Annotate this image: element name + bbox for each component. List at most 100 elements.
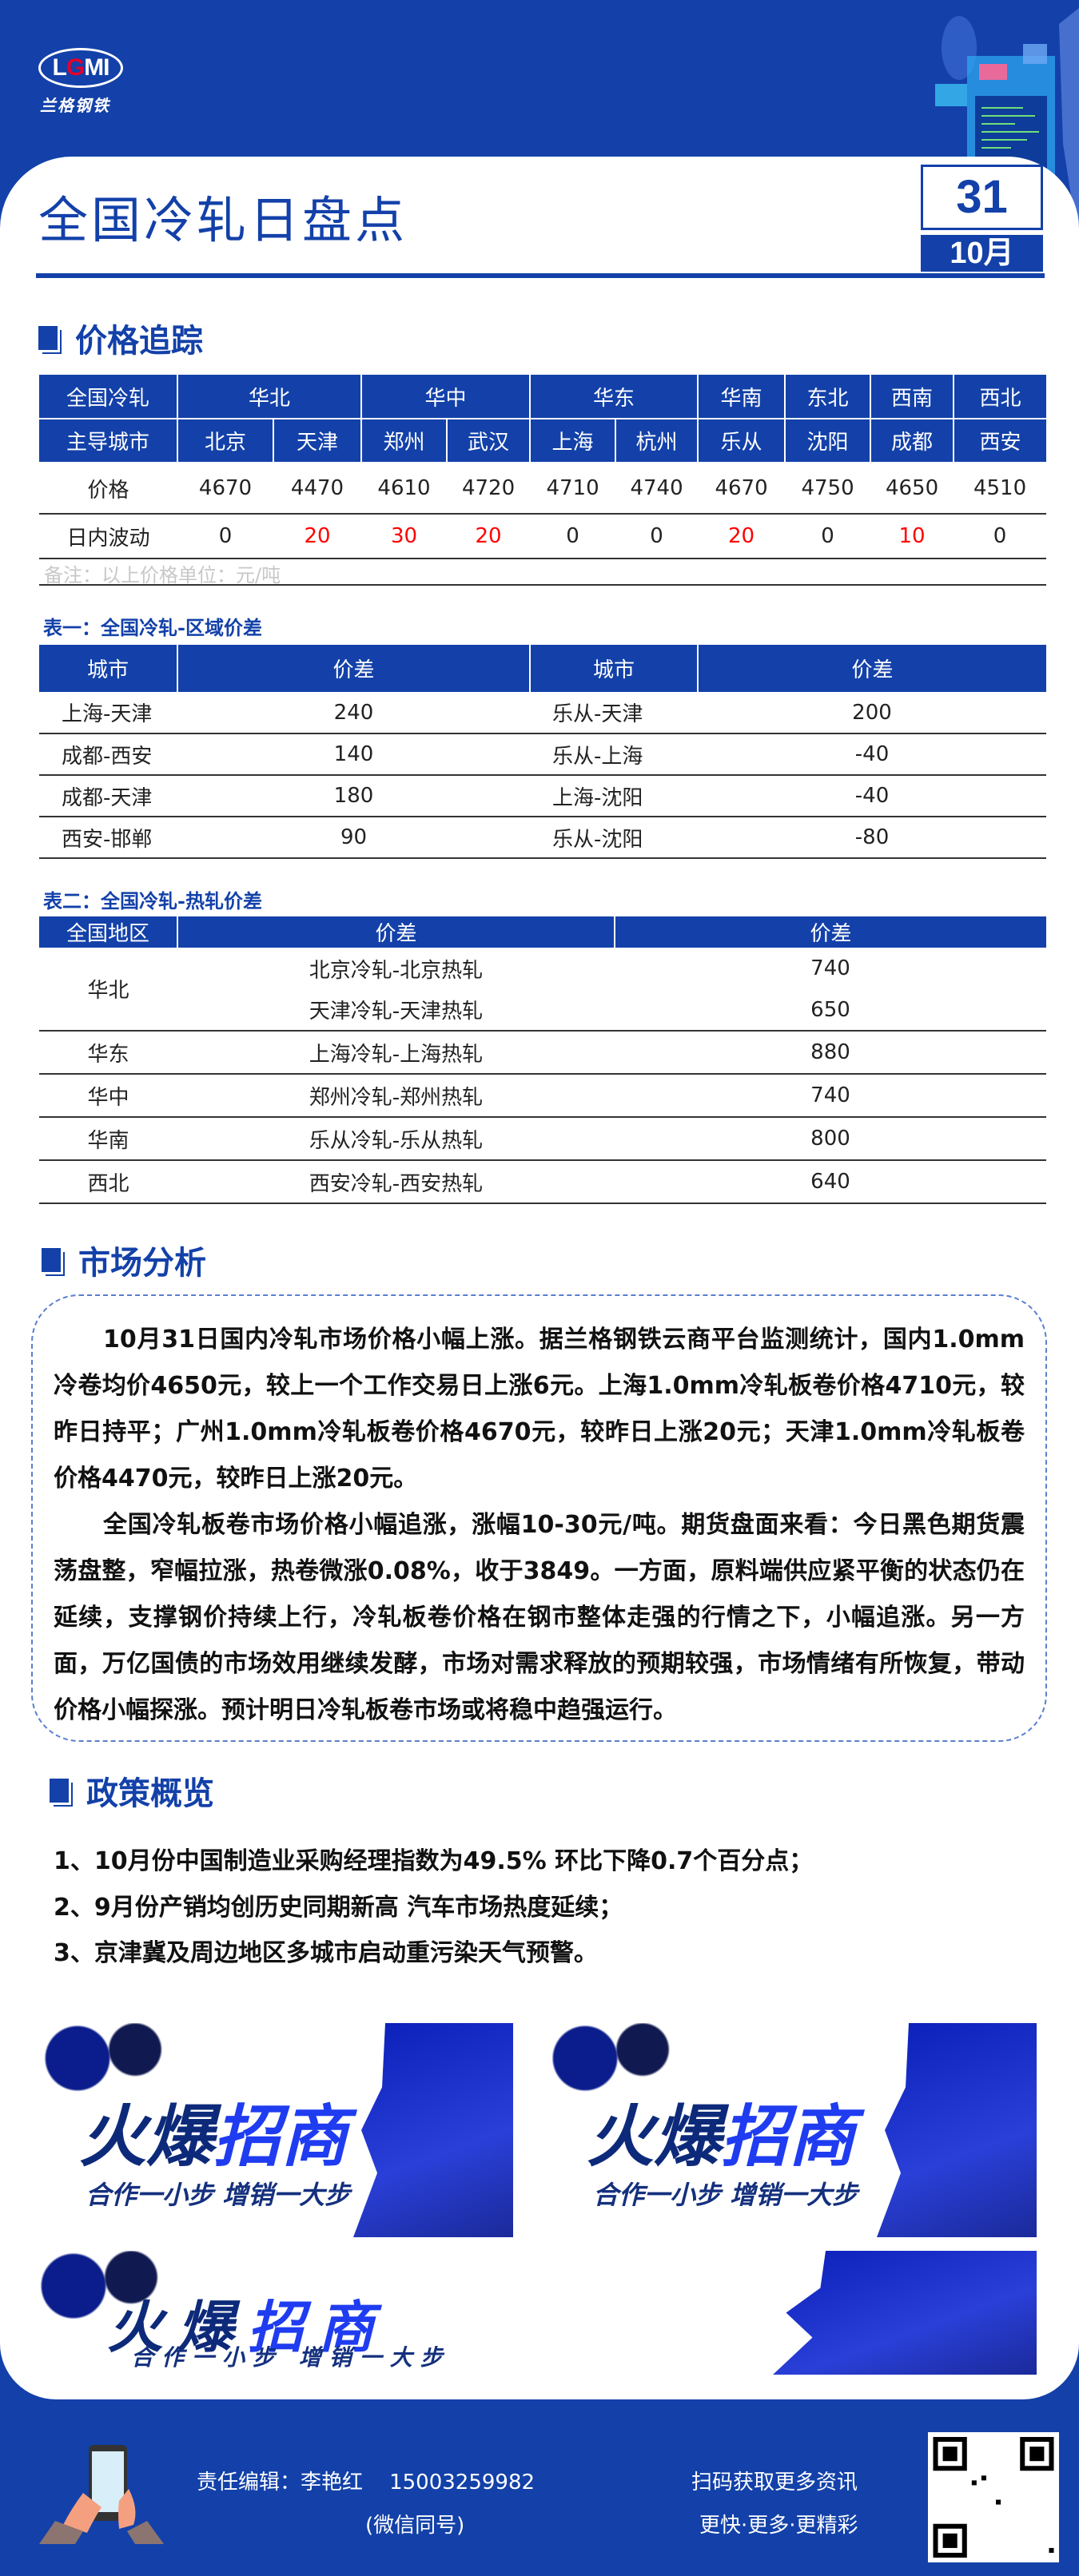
header-cell: 城市 [39, 645, 178, 692]
city-header: 杭州 [615, 418, 699, 463]
price-cell: 4510 [954, 463, 1047, 515]
item-label: 北京冷轧-北京热轧 [309, 958, 484, 983]
bar-value: 740 [810, 1083, 850, 1107]
table-row: 成都-西安 140 乐从-上海 -40 [39, 733, 1046, 776]
price-note: 备注：以上价格单位：元/吨 [44, 564, 281, 586]
page-title: 全国冷轧日盘点 [38, 191, 408, 249]
city-header: 郑州 [360, 418, 448, 463]
lgmi-logo: LGMI 兰格钢铁 [37, 48, 125, 115]
city-header: 成都 [870, 418, 955, 463]
city-header: 沈阳 [784, 418, 872, 463]
header-cell: 价差 [615, 916, 1046, 948]
change-cell: 10 [870, 514, 954, 559]
pair-label: 上海-天津 [39, 692, 177, 734]
region-label: 华中 [39, 1074, 177, 1118]
phone-hand-icon [39, 2445, 164, 2544]
bar-value: 640 [810, 1170, 850, 1194]
pair-label: 成都-西安 [39, 733, 177, 776]
table-row: 天津冷轧-天津热轧 650 [39, 989, 1046, 1032]
scan-text: 扫码获取更多资讯 [691, 2471, 858, 2495]
table-row: 成都-天津 180 上海-沈阳 -40 [39, 775, 1046, 817]
pair-label: 乐从-上海 [530, 733, 698, 776]
city-header: 上海 [529, 418, 617, 463]
bar-value: 90 [340, 825, 368, 849]
promo-banner[interactable]: 火爆招商 合作一小步 增销一大步 [39, 2023, 513, 2237]
header-cell: 主导城市 [39, 418, 178, 463]
region-header: 华东 [529, 375, 699, 419]
region-header: 华北 [176, 375, 363, 419]
bar-value: -40 [854, 742, 890, 766]
city-header: 武汉 [446, 418, 532, 463]
table-row: 西北 西安冷轧-西安热轧 640 [39, 1160, 1046, 1204]
price-cell: 4720 [447, 463, 531, 515]
qr-code[interactable] [928, 2432, 1059, 2562]
region-label: 华南 [39, 1117, 177, 1161]
editor-name: 责任编辑：李艳红 [197, 2471, 364, 2495]
pair-label: 成都-天津 [39, 775, 177, 817]
promo-banner[interactable]: 火爆招商 合作一小步 增销一大步 [547, 2023, 1037, 2237]
price-cell: 4650 [870, 463, 954, 515]
price-cell: 4670 [177, 463, 273, 515]
bar-value: 880 [810, 1040, 850, 1064]
header-cell: 城市 [530, 645, 699, 692]
table-row: 华北 北京冷轧-北京热轧 740 [39, 948, 1046, 1032]
editor-phone: 15003259982 [389, 2471, 536, 2495]
pair-label: 上海-沈阳 [530, 775, 698, 817]
change-cell: 0 [785, 514, 871, 559]
regional-spread-table: 城市 价差 城市 价差 上海-天津 240 乐从-天津 200 成都-西安 140 乐从-上海 -4… [39, 645, 1046, 859]
date-month: 10月 [921, 235, 1043, 272]
header-cell: 全国冷轧 [39, 375, 178, 419]
bar-value: 240 [333, 700, 374, 725]
header-cell: 价差 [698, 645, 1046, 692]
table-row: 华东 上海冷轧-上海热轧 880 [39, 1031, 1046, 1075]
pair-label: 乐从-沈阳 [530, 817, 698, 859]
change-cell: 20 [273, 514, 362, 559]
section-price-tracking: 价格追踪 [38, 315, 203, 361]
section-marker-icon [38, 326, 58, 350]
bar-value: 740 [810, 956, 850, 980]
bar-value: 650 [810, 997, 850, 1022]
item-label: 天津冷轧-天津热轧 [177, 989, 615, 1032]
price-table: 全国冷轧 华北 华中 华东 华南 东北 西南 西北 主导城市 北京 天津 郑州 武汉 上海 杭州 乐从 沈阳成… [39, 375, 1047, 559]
analysis-paragraph: 全国冷轧板卷市场价格小幅追涨，涨幅10-30元/吨。期货盘面来看：今日黑色期货震… [54, 1511, 1025, 1724]
region-label: 华北 [39, 948, 177, 1032]
title-divider [36, 273, 1045, 278]
header-cell: 价差 [177, 916, 615, 948]
section-heading: 政策概览 [86, 1775, 214, 1812]
item-label: 西安冷轧-西安热轧 [177, 1160, 615, 1204]
change-cell: 0 [530, 514, 616, 559]
tagline: 更快·更多·更精彩 [699, 2514, 858, 2538]
change-cell: 30 [361, 514, 448, 559]
date-day: 31 [921, 165, 1043, 230]
table1-caption: 表一：全国冷轧-区域价差 [43, 616, 262, 639]
section-market-analysis: 市场分析 [42, 1237, 206, 1283]
policy-item: 1、10月份中国制造业采购经理指数为49.5% 环比下降0.7个百分点； [54, 1847, 814, 1875]
item-label: 乐从冷轧-乐从热轧 [177, 1117, 615, 1161]
region-header: 西南 [870, 375, 955, 419]
bar-value: 180 [333, 784, 374, 808]
bar-value: 800 [810, 1127, 850, 1151]
city-header: 乐从 [697, 418, 786, 463]
price-cell: 4610 [361, 463, 448, 515]
city-header: 西安 [953, 418, 1047, 463]
table2-caption: 表二：全国冷轧-热轧价差 [43, 889, 262, 912]
analysis-box: 10月31日国内冷轧市场价格小幅上涨。据兰格钢铁云商平台监测统计，国内1.0mm… [31, 1294, 1047, 1742]
city-header: 北京 [177, 418, 274, 463]
change-cell: 20 [447, 514, 531, 559]
table-row: 华南 乐从冷轧-乐从热轧 800 [39, 1117, 1046, 1161]
region-label: 华东 [39, 1031, 177, 1075]
table-row: 华中 郑州冷轧-郑州热轧 740 [39, 1074, 1046, 1118]
section-heading: 价格追踪 [75, 323, 203, 360]
policy-item: 3、京津冀及周边地区多城市启动重污染天气预警。 [54, 1939, 598, 1967]
section-marker-icon [50, 1779, 69, 1803]
change-cell: 0 [177, 514, 273, 559]
promo-banner-wide[interactable]: 火爆招商 合作一小步 增销一大步 [35, 2251, 1037, 2375]
bar-value: -80 [854, 825, 890, 849]
editor-info: 责任编辑：李艳红 15003259982 [197, 2466, 535, 2495]
region-header: 东北 [784, 375, 872, 419]
table-row: 上海-天津 240 乐从-天津 200 [39, 692, 1046, 734]
policy-item: 2、9月份产销均创历史同期新高 汽车市场热度延续； [54, 1894, 623, 1922]
divider [39, 584, 1046, 586]
section-heading: 市场分析 [78, 1245, 206, 1282]
bar-value: -40 [854, 784, 890, 808]
